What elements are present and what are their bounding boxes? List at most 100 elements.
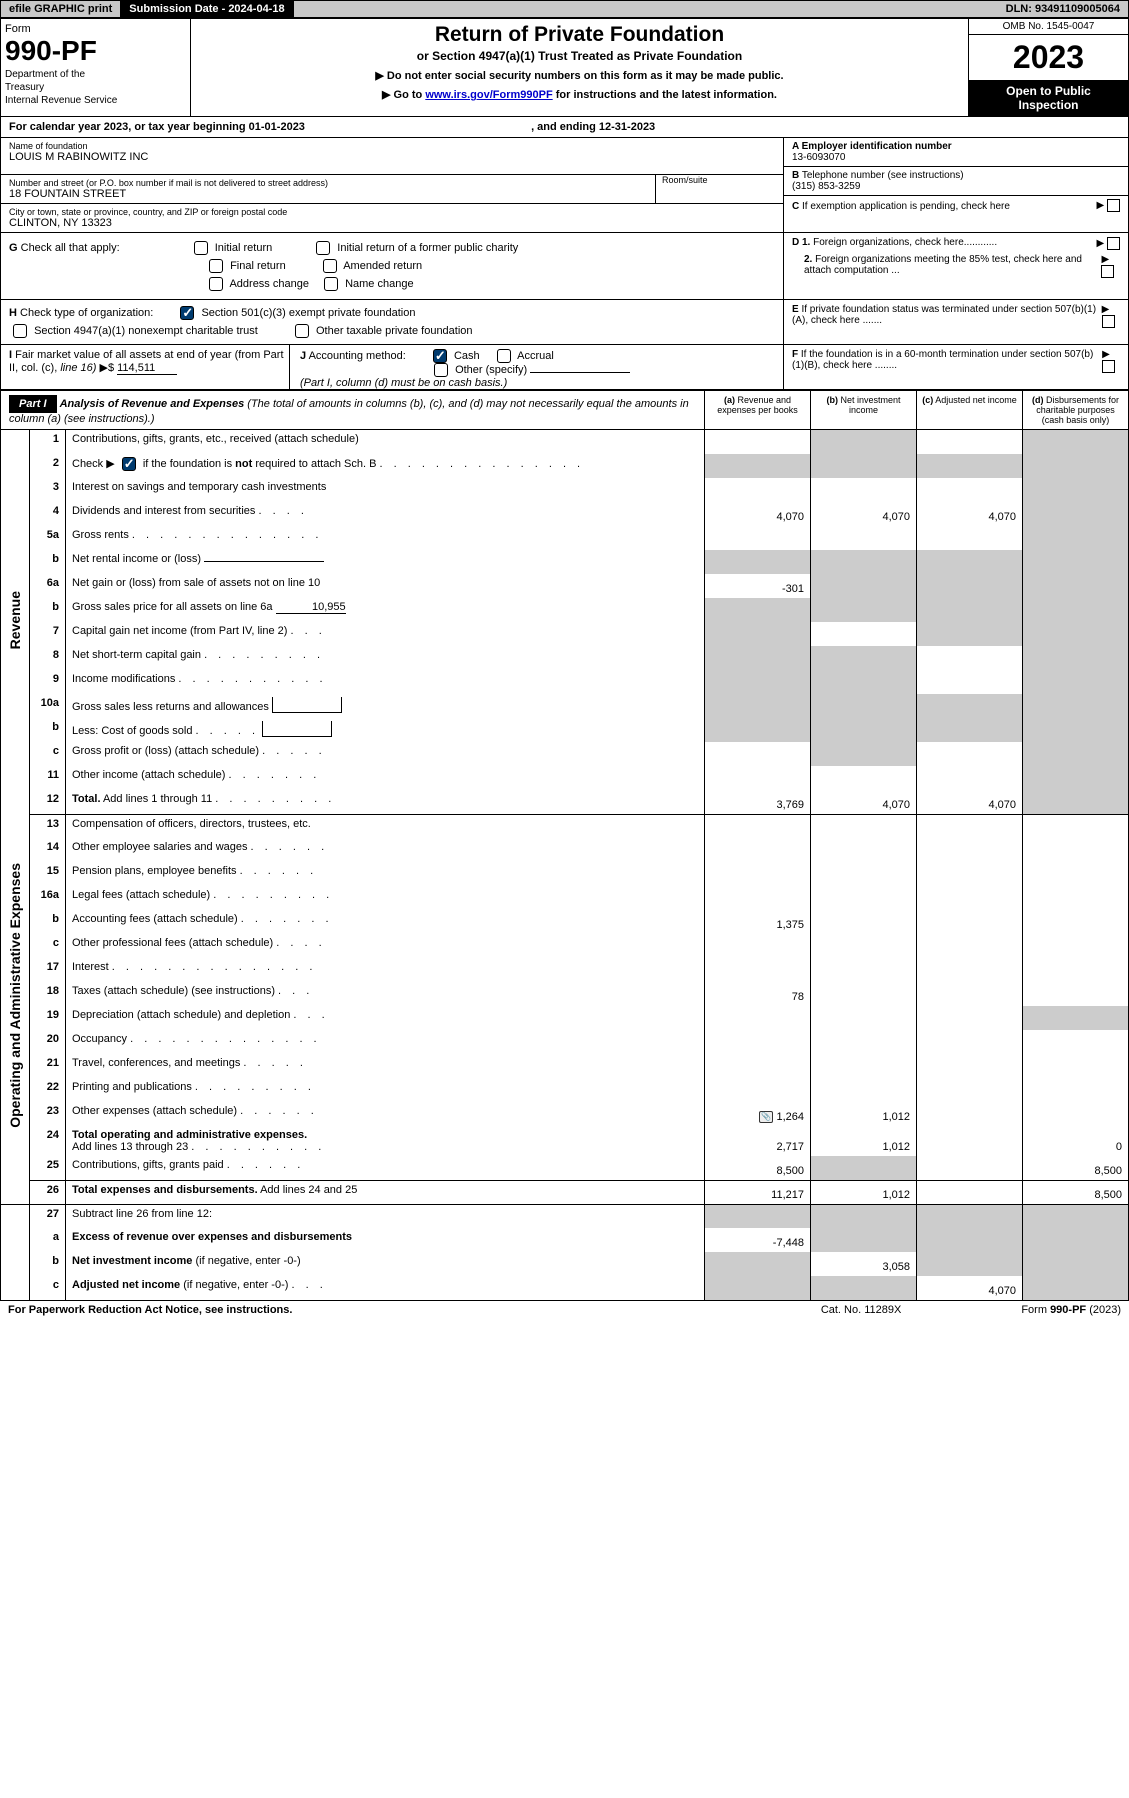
- check-section-h: H Check type of organization: Section 50…: [0, 300, 1129, 345]
- 501c3-checkbox[interactable]: [180, 306, 194, 320]
- table-row: 7Capital gain net income (from Part IV, …: [1, 622, 1129, 646]
- table-row: cOther professional fees (attach schedul…: [1, 934, 1129, 958]
- part-label: Part I: [9, 395, 57, 413]
- omb-number: OMB No. 1545-0047: [969, 19, 1128, 35]
- dept-line1: Department of the: [5, 69, 186, 80]
- table-row: 20Occupancy . . . . . . . . . . . . . .: [1, 1030, 1129, 1054]
- table-row: 3Interest on savings and temporary cash …: [1, 478, 1129, 502]
- table-row: 6aNet gain or (loss) from sale of assets…: [1, 574, 1129, 598]
- table-row: Revenue 1Contributions, gifts, grants, e…: [1, 430, 1129, 454]
- part1-table: Revenue 1Contributions, gifts, grants, e…: [0, 430, 1129, 1301]
- table-row: 24Total operating and administrative exp…: [1, 1126, 1129, 1156]
- table-row: 26Total expenses and disbursements. Add …: [1, 1180, 1129, 1204]
- table-row: cAdjusted net income (if negative, enter…: [1, 1276, 1129, 1300]
- form-header: Form 990-PF Department of the Treasury I…: [0, 18, 1129, 117]
- check-section-ij: I Fair market value of all assets at end…: [0, 345, 1129, 391]
- table-row: 17Interest . . . . . . . . . . . . . . .: [1, 958, 1129, 982]
- page-footer: For Paperwork Reduction Act Notice, see …: [0, 1301, 1129, 1319]
- address-change-checkbox[interactable]: [209, 277, 223, 291]
- form-label: Form: [5, 23, 186, 35]
- table-row: bNet rental income or (loss): [1, 550, 1129, 574]
- attachment-icon[interactable]: 📎: [759, 1111, 773, 1123]
- f-checkbox[interactable]: [1102, 360, 1115, 373]
- table-row: 25Contributions, gifts, grants paid . . …: [1, 1156, 1129, 1180]
- dept-line2: Treasury: [5, 82, 186, 93]
- e-checkbox[interactable]: [1102, 315, 1115, 328]
- table-row: 16aLegal fees (attach schedule) . . . . …: [1, 886, 1129, 910]
- table-row: 22Printing and publications . . . . . . …: [1, 1078, 1129, 1102]
- expenses-label: Operating and Administrative Expenses: [7, 863, 23, 1128]
- table-row: aExcess of revenue over expenses and dis…: [1, 1228, 1129, 1252]
- tax-year: 2023: [969, 35, 1128, 80]
- form-number: 990-PF: [5, 35, 186, 67]
- table-row: 15Pension plans, employee benefits . . .…: [1, 862, 1129, 886]
- table-row: 8Net short-term capital gain . . . . . .…: [1, 646, 1129, 670]
- dept-line3: Internal Revenue Service: [5, 95, 186, 106]
- efile-label: efile GRAPHIC print: [1, 1, 121, 17]
- col-b-header: (b) Net investment income: [810, 391, 916, 429]
- table-row: 23Other expenses (attach schedule) . . .…: [1, 1102, 1129, 1126]
- ein-row: A Employer identification number 13-6093…: [784, 138, 1128, 167]
- addr-label: Number and street (or P.O. box number if…: [9, 178, 655, 188]
- name-change-checkbox[interactable]: [324, 277, 338, 291]
- form-title: Return of Private Foundation: [195, 23, 964, 47]
- cash-checkbox[interactable]: [433, 349, 447, 363]
- exemption-row: C If exemption application is pending, c…: [784, 196, 1128, 215]
- city-row: City or town, state or province, country…: [1, 204, 783, 232]
- topbar: efile GRAPHIC print Submission Date - 20…: [0, 0, 1129, 18]
- open-public: Open to Public Inspection: [969, 80, 1128, 116]
- table-row: bNet investment income (if negative, ent…: [1, 1252, 1129, 1276]
- other-method-checkbox[interactable]: [434, 363, 448, 377]
- other-taxable-checkbox[interactable]: [295, 324, 309, 338]
- table-row: 2Check ▶ if the foundation is not requir…: [1, 454, 1129, 478]
- instr-1: ▶ Do not enter social security numbers o…: [195, 69, 964, 82]
- table-row: bLess: Cost of goods sold . . . . .: [1, 718, 1129, 742]
- table-row: Operating and Administrative Expenses 13…: [1, 814, 1129, 838]
- part1-header: Part I Analysis of Revenue and Expenses …: [0, 391, 1129, 430]
- col-c-header: (c) Adjusted net income: [916, 391, 1022, 429]
- table-row: 10aGross sales less returns and allowanc…: [1, 694, 1129, 718]
- table-row: 9Income modifications . . . . . . . . . …: [1, 670, 1129, 694]
- col-d-header: (d) Disbursements for charitable purpose…: [1022, 391, 1128, 429]
- cat-number: Cat. No. 11289X: [821, 1304, 902, 1316]
- foundation-name: LOUIS M RABINOWITZ INC: [9, 151, 775, 163]
- table-row: bAccounting fees (attach schedule) . . .…: [1, 910, 1129, 934]
- phone-row: B Telephone number (see instructions) (3…: [784, 167, 1128, 196]
- table-row: 27Subtract line 26 from line 12:: [1, 1204, 1129, 1228]
- table-row: 11Other income (attach schedule) . . . .…: [1, 766, 1129, 790]
- entity-info: Name of foundation LOUIS M RABINOWITZ IN…: [0, 138, 1129, 233]
- street-address: 18 FOUNTAIN STREET: [9, 188, 655, 200]
- dln: DLN: 93491109005064: [998, 1, 1128, 17]
- paperwork-notice: For Paperwork Reduction Act Notice, see …: [8, 1304, 292, 1316]
- c-checkbox[interactable]: [1107, 199, 1120, 212]
- final-return-checkbox[interactable]: [209, 259, 223, 273]
- 4947-checkbox[interactable]: [13, 324, 27, 338]
- col-a-header: (a) Revenue and expenses per books: [704, 391, 810, 429]
- revenue-label: Revenue: [7, 591, 23, 649]
- calendar-year-line: For calendar year 2023, or tax year begi…: [0, 117, 1129, 138]
- form-ref: Form 990-PF (2023): [1021, 1304, 1121, 1316]
- d1-checkbox[interactable]: [1107, 237, 1120, 250]
- d2-checkbox[interactable]: [1101, 265, 1114, 278]
- check-section-g: G Check all that apply: Initial return I…: [0, 233, 1129, 300]
- table-row: 18Taxes (attach schedule) (see instructi…: [1, 982, 1129, 1006]
- table-row: cGross profit or (loss) (attach schedule…: [1, 742, 1129, 766]
- table-row: 12Total. Add lines 1 through 11 . . . . …: [1, 790, 1129, 814]
- sch-b-checkbox[interactable]: [122, 457, 136, 471]
- form990pf-link[interactable]: www.irs.gov/Form990PF: [425, 89, 552, 101]
- submission-date: Submission Date - 2024-04-18: [121, 1, 293, 17]
- fmv-value: 114,511: [117, 362, 177, 375]
- amended-checkbox[interactable]: [323, 259, 337, 273]
- instr-2: ▶ Go to www.irs.gov/Form990PF for instru…: [195, 88, 964, 101]
- initial-return-checkbox[interactable]: [194, 241, 208, 255]
- table-row: bGross sales price for all assets on lin…: [1, 598, 1129, 622]
- table-row: 14Other employee salaries and wages . . …: [1, 838, 1129, 862]
- table-row: 4Dividends and interest from securities …: [1, 502, 1129, 526]
- initial-former-checkbox[interactable]: [316, 241, 330, 255]
- form-subtitle: or Section 4947(a)(1) Trust Treated as P…: [195, 49, 964, 63]
- name-label: Name of foundation: [9, 141, 775, 151]
- table-row: 21Travel, conferences, and meetings . . …: [1, 1054, 1129, 1078]
- room-label: Room/suite: [662, 175, 775, 185]
- table-row: 5aGross rents . . . . . . . . . . . . . …: [1, 526, 1129, 550]
- accrual-checkbox[interactable]: [497, 349, 511, 363]
